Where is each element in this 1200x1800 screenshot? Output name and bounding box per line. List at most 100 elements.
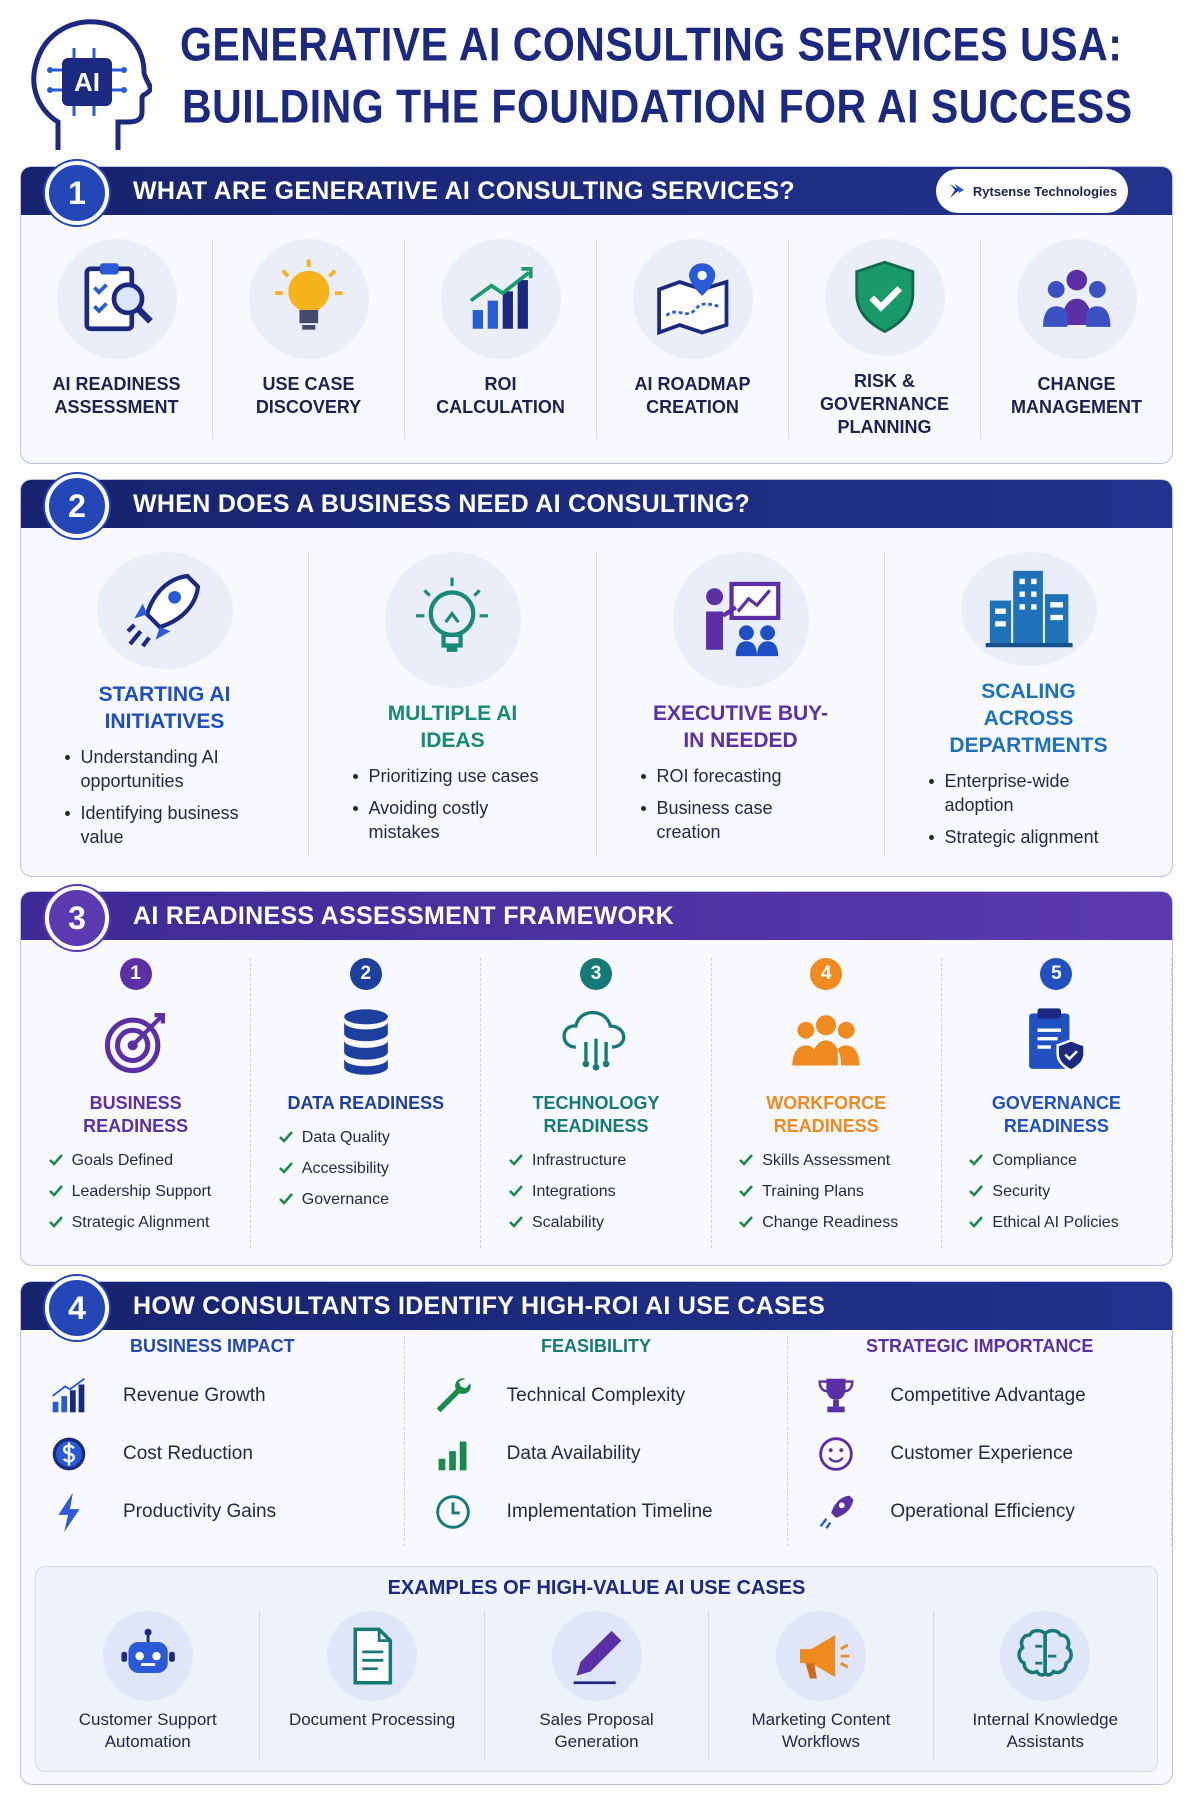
icon-graphic [818,1378,854,1413]
readiness-item: 1 BUSINESS READINESS Goals Defined Leadersh… [21,958,252,1248]
icon-shape [826,1378,846,1400]
icon-shape [729,581,781,620]
icon-shape [343,1009,388,1025]
section-band: WHEN DOES A BUSINESS NEED AI CONSULTING? [21,480,1172,528]
need-bullet: Strategic alignment [928,825,1129,849]
readiness-title: DATA READINESS [287,1093,445,1113]
icon-shape [121,87,127,93]
criteria-entry: Technical Complexity [429,1371,764,1421]
check-icon [969,1216,984,1228]
criteria-text: Competitive Advantage [890,1385,1086,1406]
service-label: AI READINESS ASSESSMENT [52,374,181,417]
readiness-checks: Goals Defined Leadership Support Strategic… [46,1150,226,1243]
icon-shape [1037,1028,1062,1049]
icon-graphic [820,1495,854,1529]
section-title: WHEN DOES A BUSINESS NEED AI CONSULTING? [133,490,751,518]
example-label: Document Processing [288,1710,456,1729]
criteria-text: Revenue Growth [123,1385,266,1406]
icon-shape [441,632,464,652]
services-row: AI READINESS ASSESSMENT USE CASE DISCOVER… [21,239,1172,439]
icon-shape [134,604,171,641]
icon [1000,1611,1091,1701]
icon-shape [1035,1633,1057,1673]
readiness-number: 4 [810,958,843,990]
icon [824,239,945,356]
icon-shape [969,1216,984,1228]
icon-shape [1064,1050,1079,1061]
readiness-check: Skills Assessment [736,1150,916,1171]
service-item: ROI CALCULATION [405,239,597,439]
icon-shape [818,1380,854,1393]
bullet-dot [640,774,646,779]
icon-graphic [435,1495,470,1529]
need-bullet: Business case creation [640,796,841,844]
icon-graphic [855,260,914,333]
icon-shape [52,1377,85,1397]
icon-graphic [52,1377,85,1413]
icon-shape [827,1406,845,1413]
icon-shape [1047,281,1065,299]
readiness-checks: Infrastructure Integrations Scalability [506,1150,686,1243]
readiness-row: 1 BUSINESS READINESS Goals Defined Leadersh… [21,958,1173,1248]
icon-graphic [986,570,1074,648]
service-item: AI ROADMAP CREATION [597,239,789,439]
need-bullets: Understanding AI opportunities Identifyin… [64,745,265,857]
icon-shape [78,1384,85,1413]
icon-shape [706,588,724,606]
readiness-item: 3 TECHNOLOGY READINESS Infrastructure Integ… [481,958,712,1248]
icon-shape [819,1437,854,1471]
icon-shape [582,1060,590,1068]
readiness-title: TECHNOLOGY READINESS [532,1093,660,1136]
example-item: Customer Support Automation [36,1611,261,1761]
check-icon [278,1131,293,1143]
icon-shape [128,1641,168,1673]
icon-shape [1037,1008,1062,1019]
icon-shape [760,625,776,641]
icon-shape [287,270,330,313]
check-icon [739,1154,754,1166]
icon-shape [111,282,145,316]
bullet-dot [928,835,934,840]
section-number: 3 [45,886,109,950]
icon-shape [168,591,182,605]
icon-shape [697,270,707,281]
readiness-check: Integrations [506,1181,686,1202]
criteria-text: Operational Efficiency [890,1501,1075,1522]
icon-graphic [121,1628,175,1673]
icon-shape [833,1399,840,1407]
need-item: SCALING ACROSS DEPARTMENTS Enterprise-wid… [885,552,1172,857]
readiness-title: BUSINESS READINESS [83,1093,189,1136]
need-item: STARTING AI INITIATIVES Understanding AI … [21,552,309,857]
criteria-text: Productivity Gains [123,1501,277,1522]
icon-graphic [1029,1008,1087,1072]
need-bullet: Avoiding costly mistakes [352,796,553,844]
icon-shape [61,1396,68,1413]
icon-graphic [799,1634,849,1679]
icon-graphic [58,1492,80,1533]
icon-shape [576,1630,622,1676]
icon-shape [126,623,152,648]
icon-shape [602,1060,610,1068]
icon-shape [47,87,53,93]
readiness-check: Accessibility [276,1158,456,1179]
check-icon [48,1154,63,1166]
example-item: Marketing Content Workflows [709,1611,934,1761]
check-icon [969,1185,984,1197]
icon-shape [739,1154,754,1166]
criteria-text: Customer Experience [890,1443,1074,1464]
icon-graphic [343,1009,388,1075]
icon-shape [1013,570,1044,643]
readiness-check: Security [966,1181,1146,1202]
icon-shape [58,1492,80,1533]
readiness-check: Strategic Alignment [46,1212,226,1233]
criteria-column: STRATEGIC IMPORTANCE Competitive Advantag… [788,1336,1173,1546]
check-icon [739,1216,754,1228]
need-bullets: Prioritizing use cases Avoiding costly mi… [352,764,553,852]
readiness-number: 5 [1040,958,1073,990]
icon-shape [99,263,119,275]
criteria-entry: Competitive Advantage [812,1371,1147,1421]
check-icon [969,1154,984,1166]
icon-shape [1043,1628,1074,1677]
icon-shape [584,1038,608,1064]
icon-shape [502,291,513,329]
